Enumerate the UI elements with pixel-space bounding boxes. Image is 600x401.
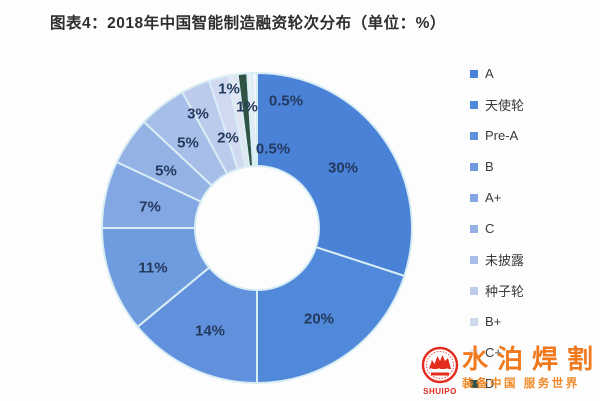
legend-item-A: A bbox=[470, 58, 590, 89]
pie-slice-hidden-12 bbox=[251, 72, 258, 168]
pie-slice-Pre-A bbox=[136, 266, 258, 384]
legend-item-C: C bbox=[470, 213, 590, 244]
legend-item-C+: C+ bbox=[470, 337, 590, 368]
legend-label: A bbox=[485, 66, 494, 81]
legend-label: C+ bbox=[485, 345, 502, 360]
pie-slice-天使轮 bbox=[256, 246, 406, 384]
chart-legend: A 天使轮 Pre-A B A+ C 未披露种子轮 B+ C+ D bbox=[470, 58, 590, 399]
legend-item-未披露: 未披露 bbox=[470, 244, 590, 275]
pie-value-label: 20% bbox=[304, 310, 334, 327]
pie-value-label: 5% bbox=[155, 162, 177, 179]
legend-item-A+: A+ bbox=[470, 182, 590, 213]
legend-swatch-icon bbox=[470, 317, 478, 326]
legend-item-天使轮: 天使轮 bbox=[470, 89, 590, 120]
pie-value-label: 11% bbox=[138, 259, 167, 276]
legend-item-B+: B+ bbox=[470, 306, 590, 337]
legend-swatch-icon bbox=[470, 224, 478, 233]
legend-label: Pre-A bbox=[485, 128, 519, 143]
legend-label: B+ bbox=[485, 314, 502, 329]
legend-item-B: B bbox=[470, 151, 590, 182]
pie-value-label: 14% bbox=[195, 322, 225, 339]
legend-label: 未披露 bbox=[485, 253, 525, 268]
pie-value-label: 0.5% bbox=[269, 92, 303, 109]
pie-value-label: 7% bbox=[139, 198, 161, 215]
legend-item-D: D bbox=[470, 368, 590, 399]
pie-value-label: 3% bbox=[187, 105, 209, 122]
legend-swatch-icon bbox=[470, 69, 478, 78]
legend-swatch-icon bbox=[470, 286, 478, 295]
legend-swatch-icon bbox=[470, 379, 478, 388]
legend-item-Pre-A: Pre-A bbox=[470, 120, 590, 151]
legend-label: B bbox=[485, 159, 494, 174]
chart-title: 图表4：2018年中国智能制造融资轮次分布（单位：%） bbox=[50, 15, 446, 32]
legend-label: 天使轮 bbox=[485, 98, 525, 113]
pie-slice-A bbox=[256, 72, 413, 277]
pie-value-label: 1% bbox=[236, 98, 258, 115]
legend-swatch-icon bbox=[470, 193, 478, 202]
legend-swatch-icon bbox=[470, 255, 478, 264]
pie-value-label: 30% bbox=[328, 159, 358, 176]
legend-label: A+ bbox=[485, 190, 502, 205]
legend-item-种子轮: 种子轮 bbox=[470, 275, 590, 306]
pie-value-label: 1% bbox=[218, 80, 240, 97]
legend-swatch-icon bbox=[470, 131, 478, 140]
legend-label: 种子轮 bbox=[485, 284, 525, 299]
legend-swatch-icon bbox=[470, 100, 478, 109]
legend-label: C bbox=[485, 221, 495, 236]
legend-label: D bbox=[485, 376, 495, 391]
pie-value-label: 2% bbox=[217, 129, 239, 146]
legend-swatch-icon bbox=[470, 162, 478, 171]
legend-swatch-icon bbox=[470, 348, 478, 357]
pie-value-label: 0.5% bbox=[256, 140, 290, 157]
pie-value-label: 5% bbox=[177, 134, 199, 151]
